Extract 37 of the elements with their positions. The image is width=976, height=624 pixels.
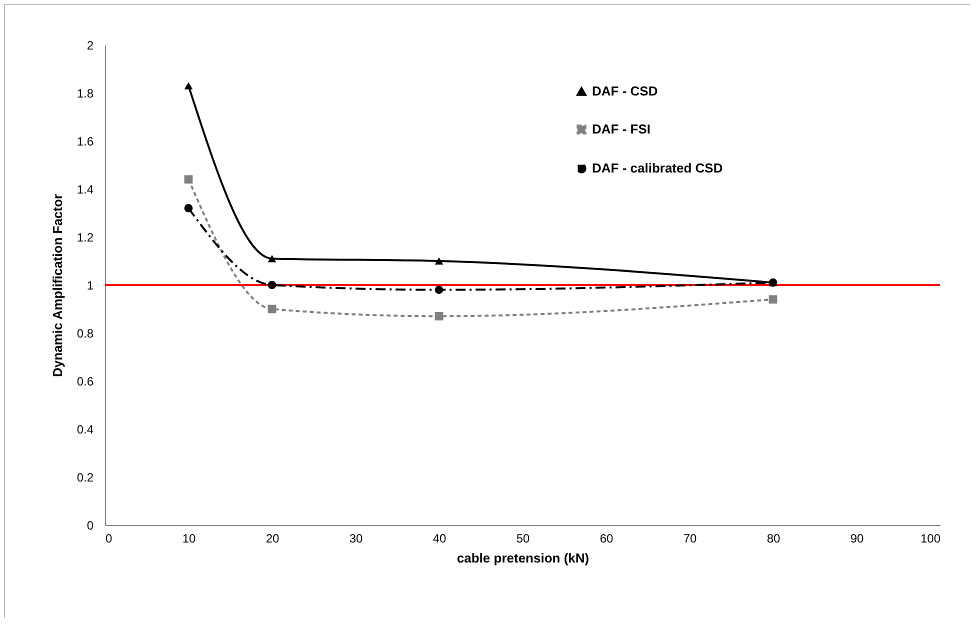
point [184, 175, 193, 184]
x-tick-label: 30 [349, 532, 363, 546]
y-tick-label: 1.6 [76, 134, 94, 148]
x-axis-title: cable pretension (kN) [456, 550, 590, 566]
point [268, 304, 276, 314]
y-tick-label: 0.6 [76, 374, 94, 388]
x-tick-label: 20 [266, 532, 280, 546]
legend-label: DAF - calibrated CSD [592, 160, 723, 176]
legend-label: DAF - CSD [592, 84, 658, 98]
point [434, 312, 444, 320]
x-tick-label: 60 [600, 532, 614, 546]
x-tick-label: 40 [432, 532, 446, 546]
point [268, 254, 276, 262]
point [434, 286, 444, 294]
y-tick-label: 1 [86, 278, 94, 292]
x-tick-label: 70 [683, 532, 697, 546]
x-tick-label: 80 [766, 532, 780, 546]
legend-label: DAF - FSI [592, 122, 650, 136]
x-tick-label: 50 [516, 532, 530, 546]
y-tick-label: 2 [86, 38, 94, 52]
y-tick-label: 1.2 [76, 230, 94, 244]
x-tick-label: 100 [920, 532, 941, 546]
point [268, 280, 276, 290]
y-tick-label: 1.8 [76, 86, 94, 100]
y-tick-label: 0.2 [76, 470, 94, 484]
point [184, 82, 193, 90]
y-tick-label: 0.4 [76, 422, 94, 436]
x-tick-label: 90 [850, 532, 864, 546]
y-tick-label: 0 [86, 518, 94, 532]
point [768, 295, 778, 304]
point [184, 204, 193, 212]
point [434, 257, 444, 265]
y-tick-label: 0.8 [76, 326, 94, 340]
x-tick-label: 0 [106, 532, 112, 546]
y-tick-label: 1.4 [76, 182, 94, 196]
y-axis-title: Dynamic Amplification Factor [50, 194, 65, 377]
x-tick-label: 10 [182, 532, 196, 546]
